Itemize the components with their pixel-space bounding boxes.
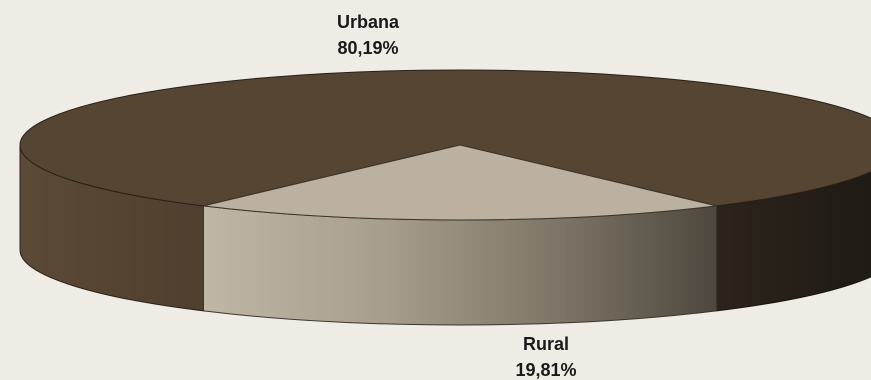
- slice-rural-side: [203, 205, 717, 326]
- slice-rural: [203, 144, 717, 221]
- label-rural: Rural 19,81%: [515, 334, 576, 380]
- label-rural-name: Rural: [523, 334, 569, 354]
- label-rural-value: 19,81%: [515, 360, 576, 380]
- label-urbana-name: Urbana: [337, 12, 400, 32]
- slice-urbana: [19, 69, 871, 207]
- label-urbana-value: 80,19%: [337, 38, 398, 58]
- label-urbana: Urbana 80,19%: [337, 12, 400, 58]
